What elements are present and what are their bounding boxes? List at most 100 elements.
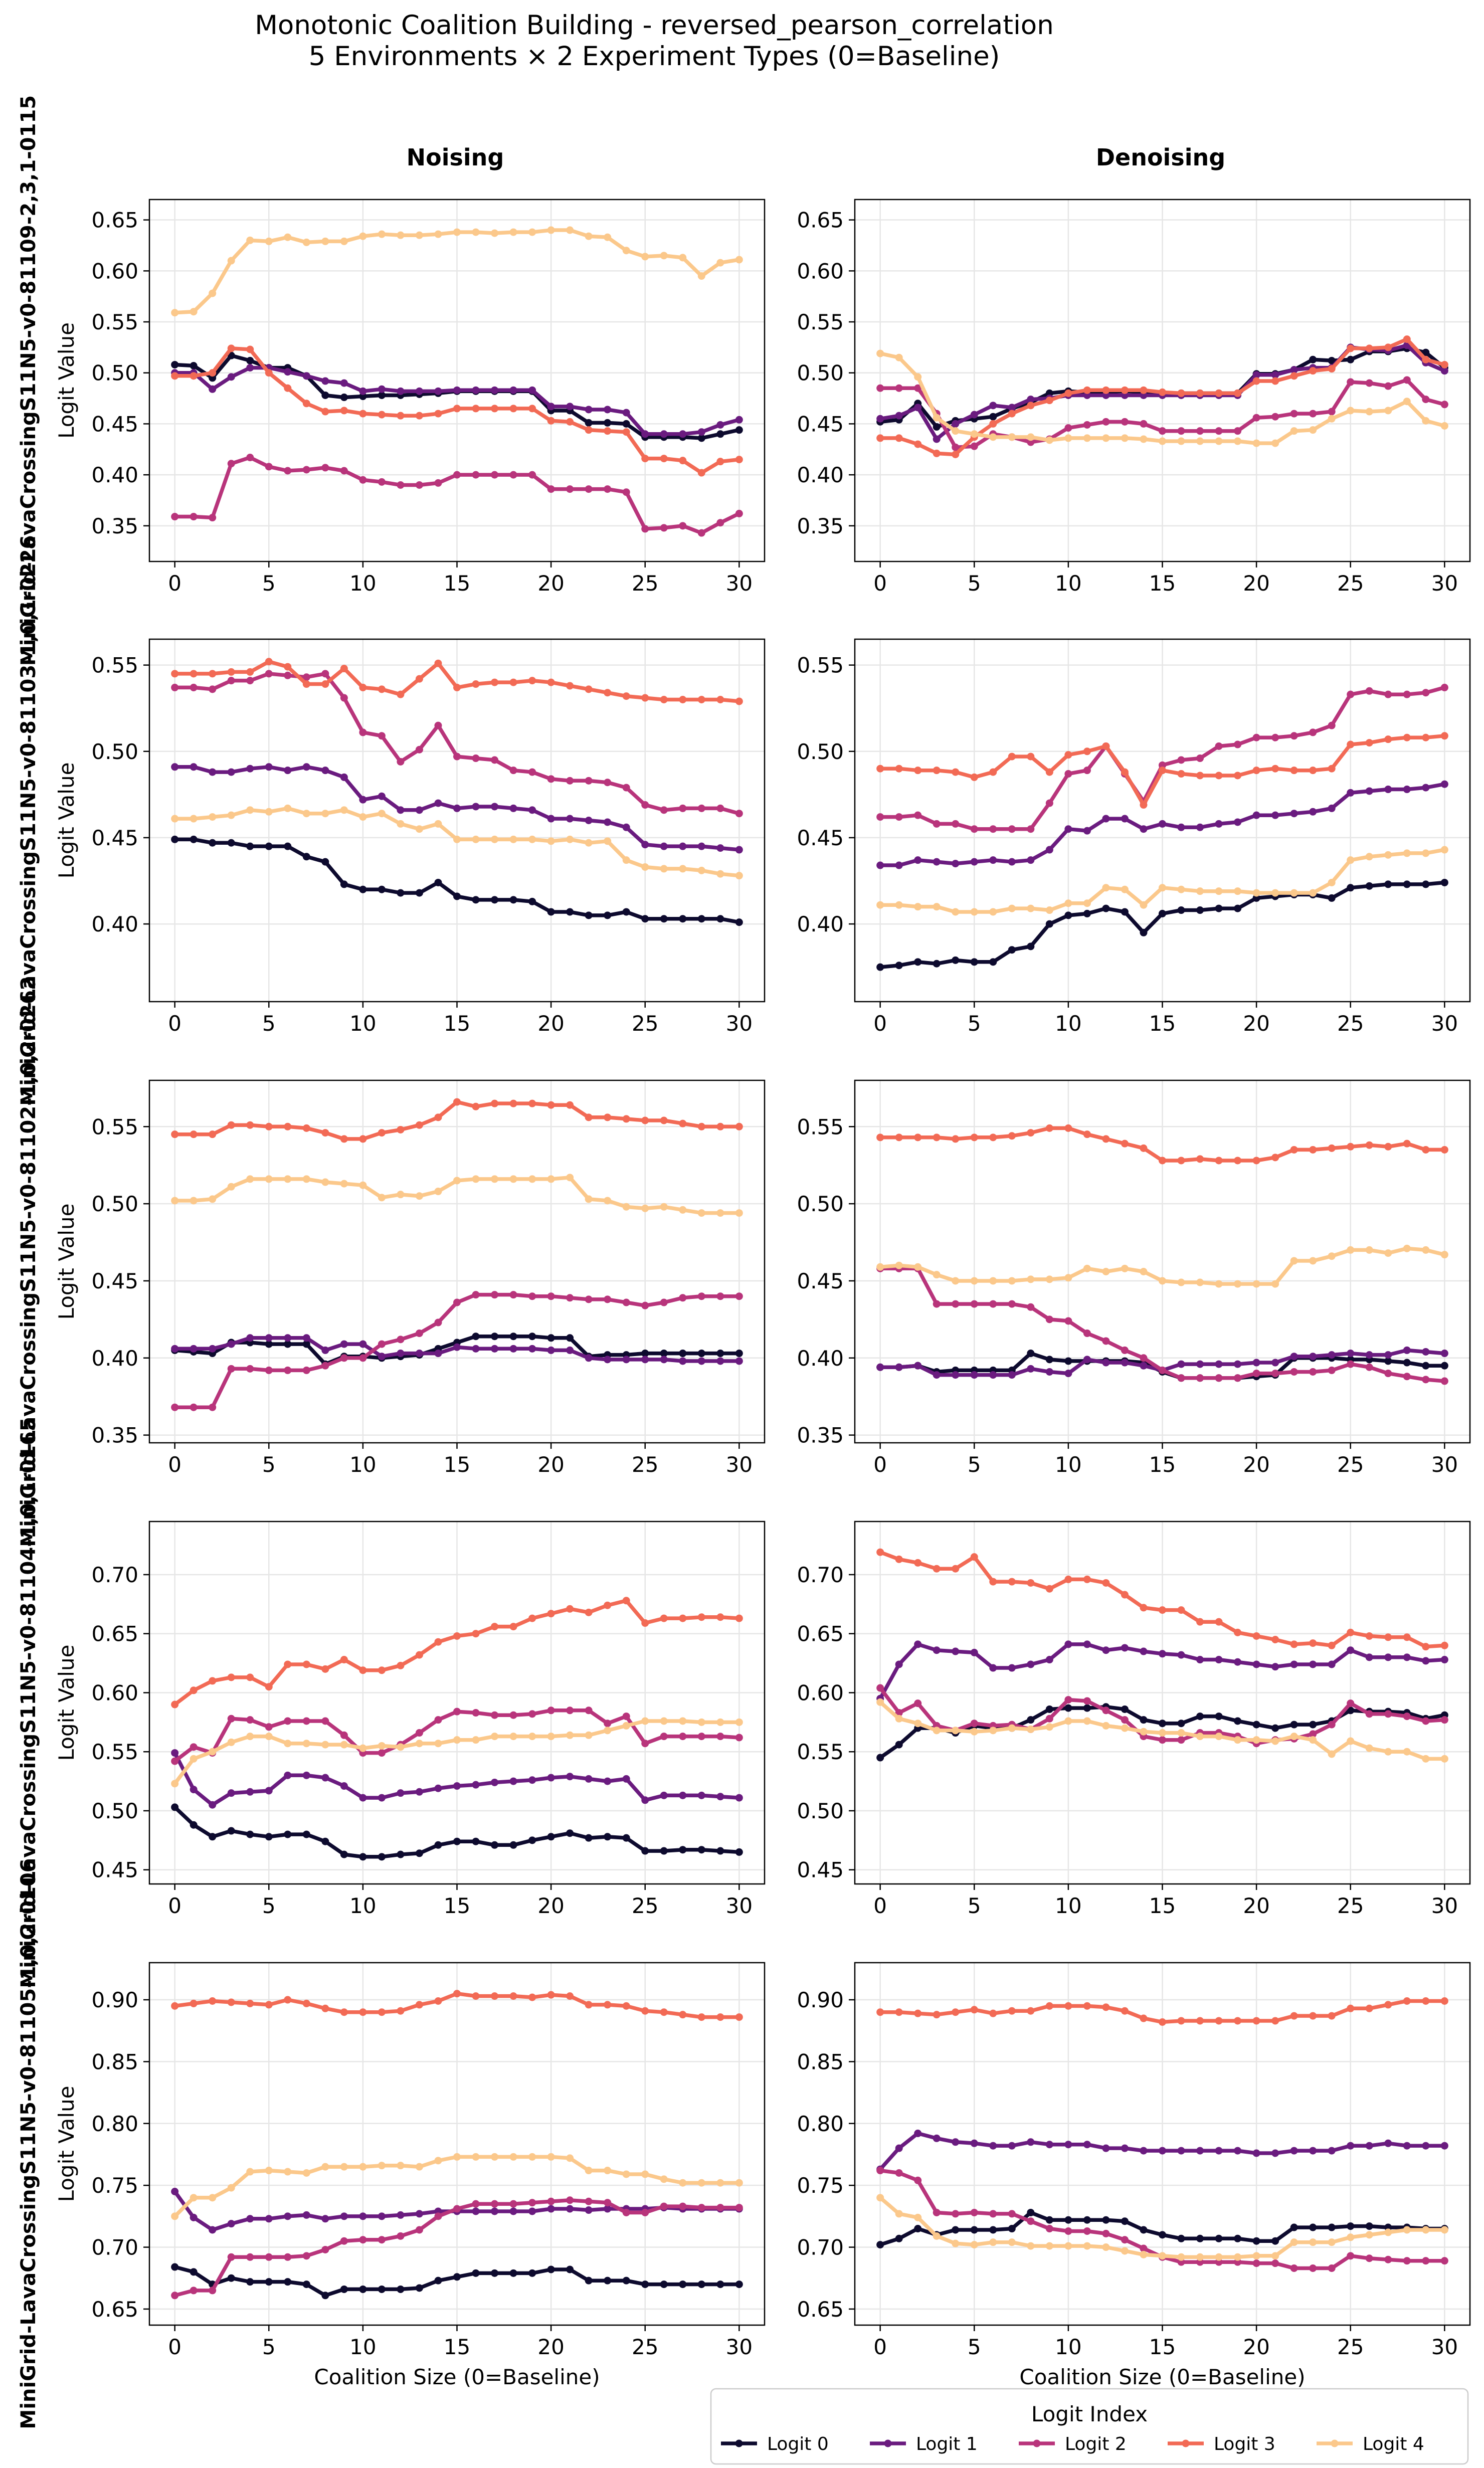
data-point: [876, 813, 884, 821]
y-tick-label: 0.65: [797, 2297, 844, 2322]
data-point: [1064, 424, 1072, 432]
data-point: [472, 228, 480, 236]
data-point: [1440, 780, 1448, 788]
x-tick-label: 30: [1431, 2335, 1458, 2359]
data-point: [1309, 889, 1317, 897]
data-point: [989, 413, 997, 421]
row-label: MiniGrid-LavaCrossingS11N5-v0-81109-2,3,…: [17, 95, 40, 666]
data-point: [1215, 2017, 1223, 2025]
data-point: [1177, 1157, 1185, 1165]
data-point: [171, 2292, 179, 2300]
data-point: [1159, 820, 1166, 828]
data-point: [1121, 2144, 1129, 2152]
data-point: [1309, 1721, 1317, 1729]
data-point: [434, 1740, 442, 1748]
data-point: [566, 403, 574, 411]
x-tick-label: 30: [1431, 1893, 1458, 1918]
data-point: [660, 915, 668, 923]
data-point: [914, 2130, 922, 2138]
data-point: [952, 2138, 960, 2146]
data-point: [1440, 367, 1448, 375]
data-point: [1102, 434, 1110, 442]
x-tick-label: 25: [1337, 2335, 1364, 2359]
data-point: [453, 2205, 461, 2213]
data-point: [340, 2285, 348, 2293]
data-point: [171, 1345, 179, 1353]
data-point: [1347, 2222, 1355, 2230]
data-point: [509, 2200, 517, 2208]
x-tick-label: 0: [873, 1893, 887, 1918]
data-point: [190, 2268, 198, 2276]
data-point: [171, 683, 179, 691]
data-point: [933, 2134, 941, 2142]
y-tick-label: 0.65: [797, 208, 844, 233]
data-point: [1309, 367, 1317, 375]
data-point: [1177, 2147, 1185, 2155]
data-point: [1309, 1257, 1317, 1265]
data-point: [1384, 343, 1392, 351]
data-point: [1064, 1704, 1072, 1712]
data-point: [1121, 1644, 1129, 1652]
series-logit-4: [876, 1244, 1448, 1288]
data-point: [1196, 772, 1204, 780]
data-point: [491, 835, 499, 843]
data-point: [1234, 1736, 1242, 1744]
data-point: [1027, 402, 1035, 410]
data-point: [1403, 1713, 1411, 1721]
data-point: [697, 1791, 705, 1799]
legend-label: Logit 1: [916, 2434, 978, 2454]
data-point: [284, 1660, 292, 1668]
data-point: [585, 2167, 593, 2175]
data-point: [641, 801, 649, 809]
data-point: [171, 670, 179, 678]
x-tick-label: 20: [537, 2335, 564, 2359]
grid-lines: [855, 1080, 1470, 1443]
data-point: [1365, 344, 1373, 352]
data-point: [415, 481, 423, 489]
data-point: [876, 2167, 884, 2175]
data-point: [1140, 1362, 1148, 1370]
data-point: [622, 2170, 630, 2178]
data-point: [1234, 1157, 1242, 1165]
data-point: [735, 456, 743, 464]
y-tick-label: 0.50: [91, 1192, 138, 1216]
data-point: [952, 1277, 960, 1285]
data-point: [284, 804, 292, 812]
data-point: [1347, 1699, 1355, 1707]
data-point: [491, 1778, 499, 1786]
data-point: [190, 1743, 198, 1751]
x-tick-label: 15: [444, 1893, 470, 1918]
data-point: [1403, 1346, 1411, 1354]
data-point: [1008, 904, 1016, 912]
data-point: [1102, 1337, 1110, 1345]
data-point: [933, 423, 941, 431]
data-point: [1045, 2242, 1053, 2250]
data-point: [1440, 1641, 1448, 1649]
data-point: [604, 2205, 612, 2213]
data-point: [1140, 2250, 1148, 2258]
data-point: [302, 763, 310, 771]
data-point: [340, 1782, 348, 1790]
data-point: [604, 2276, 612, 2285]
panel-r4-c1: 0 5 10 15 20 25 300.650.700.750.800.850.90Coal…: [797, 1962, 1471, 2389]
data-point: [1365, 2231, 1373, 2239]
data-point: [1234, 818, 1242, 826]
data-point: [876, 2241, 884, 2249]
data-point: [246, 1999, 254, 2007]
data-point: [970, 2006, 978, 2014]
data-point: [453, 752, 461, 761]
y-tick-label: 0.50: [91, 1799, 138, 1823]
data-point: [265, 369, 273, 377]
x-tick-label: 30: [1431, 571, 1458, 596]
data-point: [1365, 379, 1373, 387]
data-point: [1008, 1664, 1016, 1672]
data-point: [1271, 1154, 1279, 1162]
data-point: [359, 813, 367, 821]
x-tick-label: 10: [1055, 1893, 1081, 1918]
data-point: [509, 386, 517, 394]
data-point: [1064, 2227, 1072, 2235]
data-point: [1440, 2226, 1448, 2234]
data-point: [641, 1717, 649, 1725]
data-point: [491, 1992, 499, 2000]
